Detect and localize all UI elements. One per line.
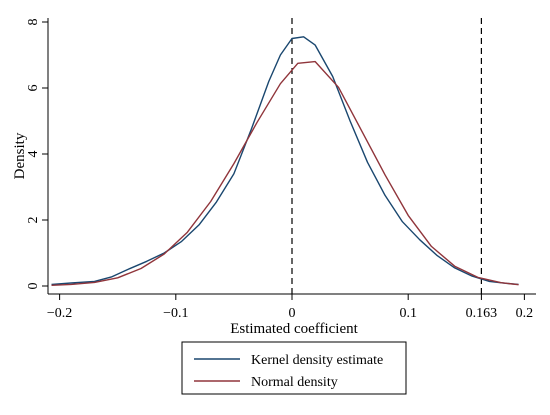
legend-label-normal: Normal density — [251, 375, 338, 390]
x-tick-label: 0.1 — [399, 306, 417, 321]
x-tick-label: −0.2 — [47, 306, 72, 321]
x-tick-label: 0.2 — [516, 306, 534, 321]
y-tick-label: 8 — [26, 19, 41, 26]
y-axis-title: Density — [12, 132, 28, 179]
series-line-normal — [51, 60, 519, 286]
y-tick-label: 6 — [26, 85, 41, 92]
y-tick-label: 4 — [26, 151, 41, 158]
x-axis-ticks: −0.2 −0.1 0 0.1 0.163 0.2 — [47, 294, 533, 321]
x-tick-label: 0 — [289, 306, 296, 321]
y-tick-label: 2 — [26, 217, 41, 224]
y-tick-label: 0 — [26, 283, 41, 290]
series-lines — [51, 36, 519, 286]
legend-box — [181, 341, 407, 395]
series-line-kernel — [51, 36, 519, 286]
x-tick-label: −0.1 — [163, 306, 188, 321]
y-axis-ticks: 0 2 4 6 8 — [26, 19, 48, 290]
x-tick-label: 0.163 — [466, 306, 498, 321]
reference-lines — [291, 18, 482, 294]
x-axis-title: Estimated coefficient — [230, 321, 358, 337]
legend-label-kernel: Kernel density estimate — [251, 353, 383, 368]
legend: Kernel density estimate Normal density — [181, 341, 407, 395]
